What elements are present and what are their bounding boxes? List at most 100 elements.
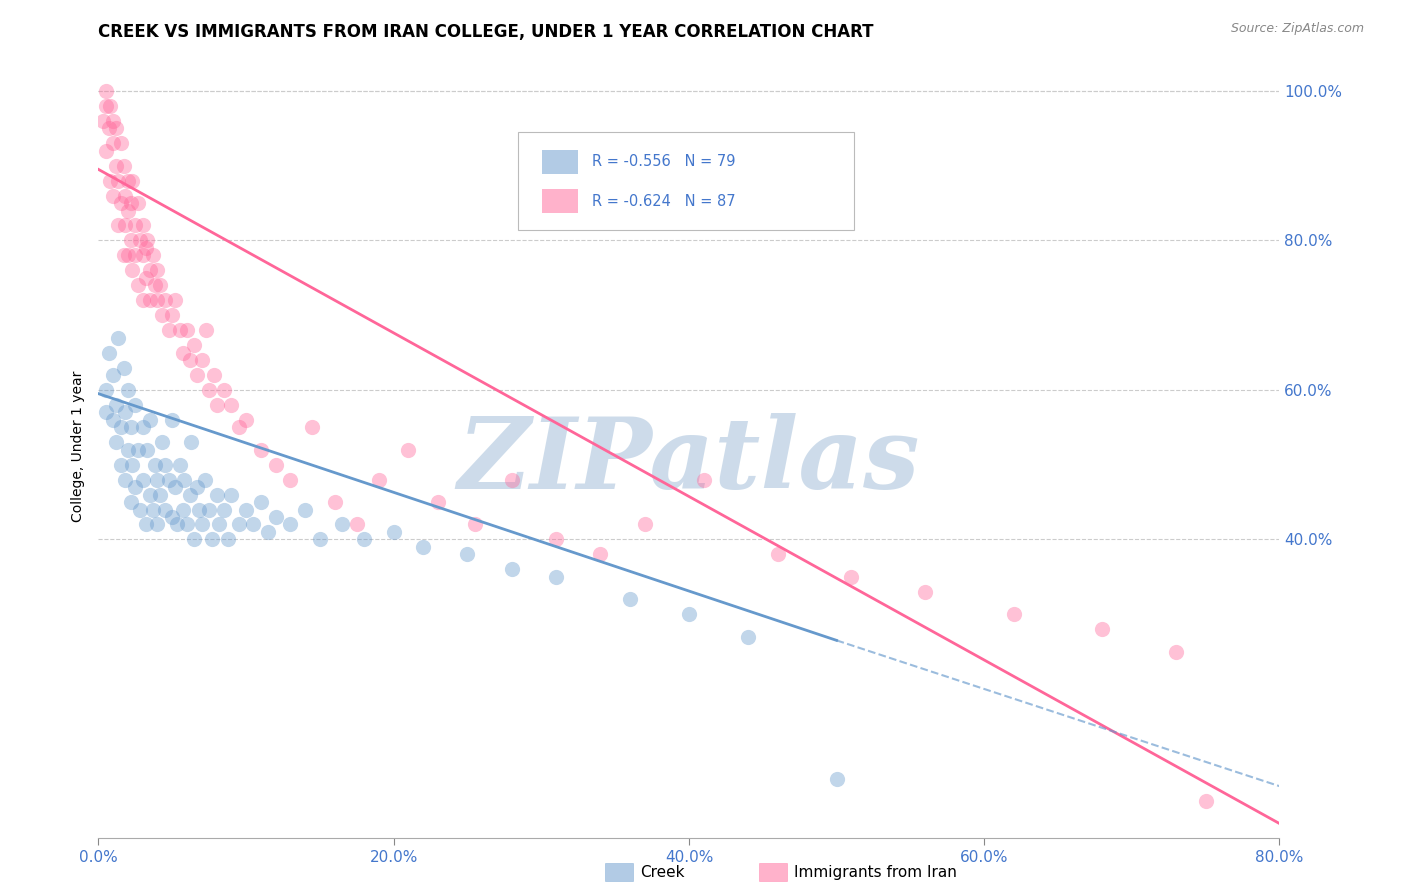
Point <box>427 495 450 509</box>
Point <box>221 487 243 501</box>
Point <box>412 540 434 554</box>
Point <box>217 533 239 547</box>
Point <box>139 263 162 277</box>
Point <box>150 435 173 450</box>
Point <box>135 241 157 255</box>
Point <box>124 219 146 233</box>
Y-axis label: College, Under 1 year: College, Under 1 year <box>70 370 84 522</box>
Point <box>162 308 183 322</box>
Point <box>136 234 159 248</box>
Point <box>121 458 143 472</box>
Point <box>191 517 214 532</box>
Point <box>176 517 198 532</box>
Point <box>228 517 250 532</box>
Point <box>501 562 523 576</box>
Point <box>165 293 187 308</box>
Point <box>1091 622 1114 636</box>
Point <box>139 413 162 427</box>
Point <box>250 495 273 509</box>
Point <box>589 548 612 562</box>
Point <box>132 420 155 434</box>
Point <box>841 570 863 584</box>
Point <box>121 263 143 277</box>
Point <box>1195 794 1218 808</box>
Point <box>280 473 302 487</box>
Text: CREEK VS IMMIGRANTS FROM IRAN COLLEGE, UNDER 1 YEAR CORRELATION CHART: CREEK VS IMMIGRANTS FROM IRAN COLLEGE, U… <box>98 23 875 41</box>
Point <box>127 442 149 457</box>
Text: ZIPatlas: ZIPatlas <box>458 414 920 510</box>
Point <box>398 442 420 457</box>
Point <box>103 113 125 128</box>
Point <box>105 159 128 173</box>
Point <box>201 533 224 547</box>
Point <box>110 196 132 211</box>
Point <box>457 548 479 562</box>
Point <box>221 398 243 412</box>
Point <box>91 113 114 128</box>
Point <box>107 330 129 344</box>
Point <box>128 234 150 248</box>
Point <box>153 502 176 516</box>
Point <box>169 458 191 472</box>
Point <box>103 136 125 151</box>
Point <box>143 458 166 472</box>
Point <box>183 338 205 352</box>
Point <box>179 487 201 501</box>
Point <box>132 248 155 262</box>
Point <box>257 524 280 539</box>
Point <box>103 188 125 202</box>
Point <box>124 398 146 412</box>
Point <box>132 219 155 233</box>
Point <box>110 136 132 151</box>
Point <box>198 383 221 397</box>
Point <box>103 368 125 382</box>
Point <box>98 99 121 113</box>
Point <box>235 413 257 427</box>
Point <box>187 502 209 516</box>
Point <box>264 458 287 472</box>
Point <box>146 517 169 532</box>
Point <box>132 473 155 487</box>
Point <box>153 458 176 472</box>
Point <box>127 196 149 211</box>
Point <box>98 173 121 187</box>
Point <box>235 502 257 516</box>
Point <box>114 188 136 202</box>
Point <box>208 517 231 532</box>
Point <box>157 473 180 487</box>
Point <box>117 442 139 457</box>
Point <box>914 584 936 599</box>
Point <box>205 487 228 501</box>
Text: Immigrants from Iran: Immigrants from Iran <box>794 865 957 880</box>
Point <box>103 413 125 427</box>
Point <box>179 353 201 368</box>
Point <box>143 278 166 293</box>
Point <box>112 248 135 262</box>
Point <box>139 293 162 308</box>
Bar <box>543 150 578 174</box>
Point <box>172 345 194 359</box>
Point <box>464 517 486 532</box>
Point <box>135 270 157 285</box>
Point <box>117 383 139 397</box>
Point <box>146 293 169 308</box>
Point <box>139 487 162 501</box>
Point <box>166 517 188 532</box>
Point <box>202 368 225 382</box>
Point <box>165 480 187 494</box>
FancyBboxPatch shape <box>517 132 855 230</box>
Point <box>97 345 120 359</box>
Point <box>110 458 132 472</box>
Point <box>94 144 117 158</box>
Point <box>382 524 405 539</box>
Point <box>120 196 142 211</box>
Point <box>172 502 194 516</box>
Point <box>1002 607 1025 622</box>
Point <box>107 173 129 187</box>
Point <box>280 517 302 532</box>
Point <box>346 517 368 532</box>
Point <box>105 398 128 412</box>
Point <box>194 473 217 487</box>
Point <box>149 487 172 501</box>
Text: R = -0.556   N = 79: R = -0.556 N = 79 <box>592 154 735 169</box>
